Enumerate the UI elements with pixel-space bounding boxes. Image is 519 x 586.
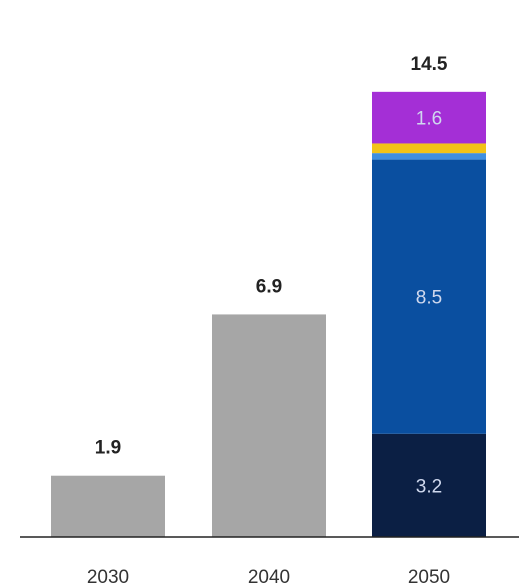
x-tick-labels: 2030 2040 2050 (87, 567, 450, 586)
labels-layer: 1.9 6.9 3.2 8.5 1.6 14.5 (95, 54, 448, 498)
bar-2030-segment-0 (51, 475, 165, 537)
x-tick-label: 2030 (87, 567, 129, 586)
segment-value-label: 8.5 (416, 288, 442, 309)
x-tick-label: 2040 (248, 567, 290, 586)
bar-2050-segment-3 (372, 143, 486, 154)
bar-2040-segment-0 (212, 314, 326, 537)
bars-layer (51, 91, 486, 537)
bar-2050-segment-1 (372, 159, 486, 434)
bar-2050-segment-4 (372, 91, 486, 144)
bar-total-label: 14.5 (411, 54, 448, 75)
segment-value-label: 3.2 (416, 476, 442, 497)
segment-value-label: 1.6 (416, 109, 442, 130)
bar-2050-segment-0 (372, 433, 486, 537)
x-tick-label: 2050 (408, 567, 450, 586)
bar-total-label: 6.9 (256, 276, 282, 297)
bar-total-label: 1.9 (95, 438, 121, 459)
bar-2050-segment-2 (372, 153, 486, 160)
